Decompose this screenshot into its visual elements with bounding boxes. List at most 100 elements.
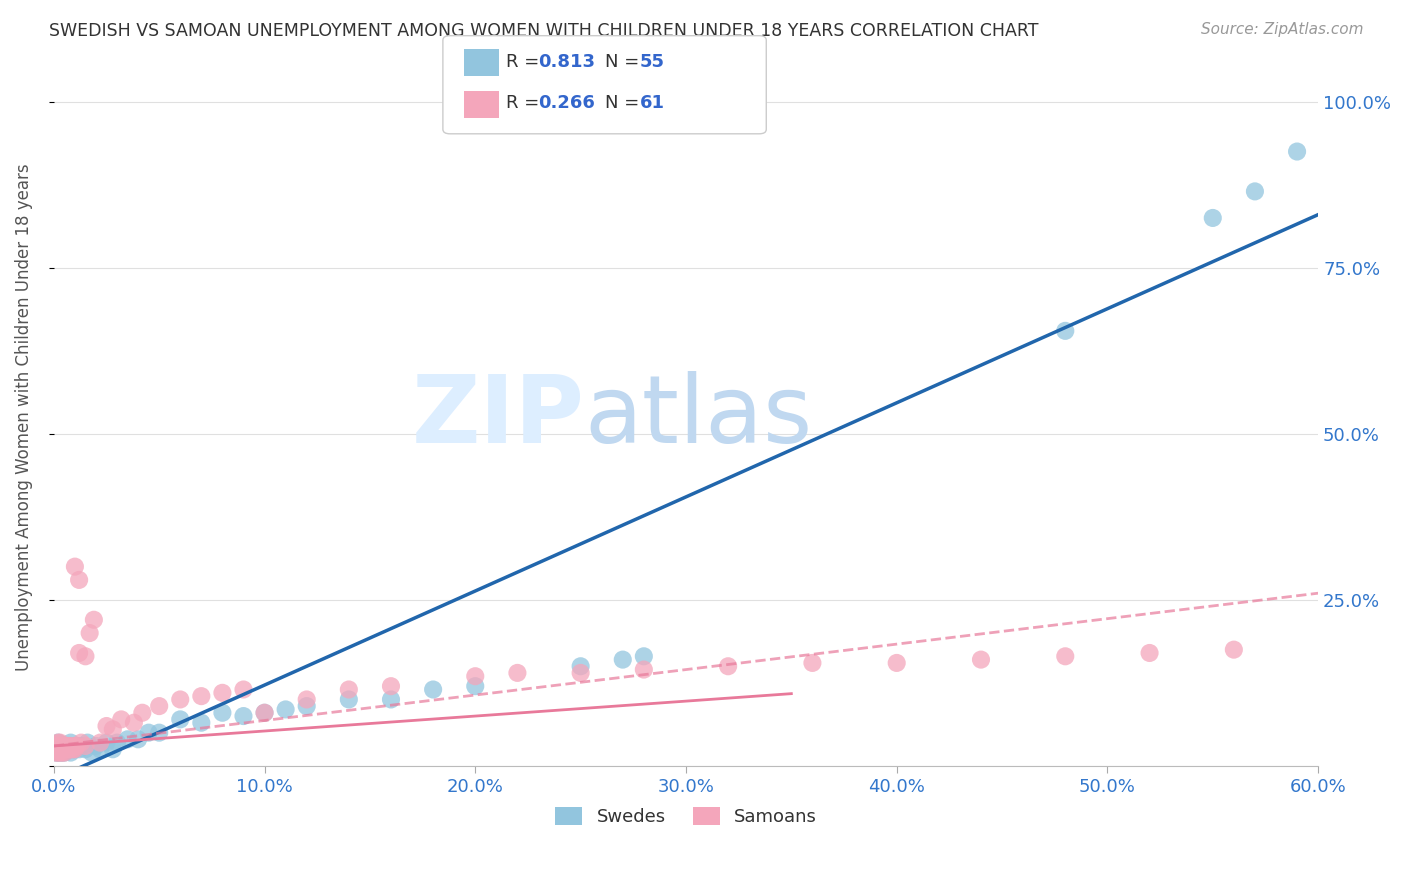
Point [83,613,105,627]
Text: Source: ZipAtlas.com: Source: ZipAtlas.com [1201,22,1364,37]
Point [569,659,592,673]
Point [51,739,73,753]
Point [295,699,318,714]
Point [63,739,86,753]
Point [75,739,97,753]
Point [66,739,89,753]
Y-axis label: Unemployment Among Women with Children Under 18 years: Unemployment Among Women with Children U… [15,163,32,671]
Text: N =: N = [605,95,644,112]
Point [49,739,72,753]
Point [53,746,76,760]
Point [612,652,634,666]
Point [127,732,149,747]
Point [274,702,297,716]
Point [75,649,97,664]
Point [337,682,360,697]
Point [122,715,145,730]
Point [506,665,529,680]
Point [59,742,82,756]
Point [46,746,69,760]
Point [1139,646,1161,660]
Point [46,746,69,760]
Point [53,742,76,756]
Point [70,736,93,750]
Text: R =: R = [506,53,546,70]
Point [105,736,128,750]
Point [190,715,212,730]
Point [1054,324,1077,338]
Point [1244,185,1267,199]
Point [53,739,76,753]
Point [67,573,90,587]
Point [117,732,139,747]
Point [464,669,486,683]
Point [63,559,86,574]
Point [253,706,276,720]
Point [101,742,124,756]
Point [51,746,73,760]
Point [49,739,72,753]
Point [59,746,82,760]
Point [89,742,111,756]
Point [58,742,80,756]
Point [55,739,77,753]
Point [569,665,592,680]
Point [53,742,76,756]
Point [58,739,80,753]
Point [51,739,73,753]
Text: atlas: atlas [585,371,813,463]
Point [49,742,72,756]
Point [49,742,72,756]
Point [45,739,67,753]
Point [96,736,118,750]
Point [49,746,72,760]
Point [63,742,86,756]
Point [422,682,444,697]
Point [49,736,72,750]
Point [232,682,254,697]
Legend: Swedes, Samoans: Swedes, Samoans [548,800,824,833]
Point [62,742,84,756]
Point [45,746,67,760]
Point [55,742,77,756]
Text: R =: R = [506,95,546,112]
Point [51,746,73,760]
Point [55,742,77,756]
Point [101,723,124,737]
Point [211,686,233,700]
Point [45,746,67,760]
Point [1202,211,1225,225]
Point [295,692,318,706]
Point [80,746,103,760]
Point [1223,642,1246,657]
Point [46,739,69,753]
Point [55,739,77,753]
Point [169,712,191,726]
Point [970,652,993,666]
Point [801,656,824,670]
Point [148,699,170,714]
Text: 0.266: 0.266 [538,95,595,112]
Point [58,739,80,753]
Text: ZIP: ZIP [412,371,585,463]
Point [46,736,69,750]
Point [380,679,402,693]
Point [66,739,89,753]
Point [169,692,191,706]
Point [110,712,132,726]
Point [51,742,73,756]
Text: 55: 55 [640,53,665,70]
Point [45,739,67,753]
Text: N =: N = [605,53,644,70]
Point [886,656,908,670]
Point [633,649,655,664]
Text: 61: 61 [640,95,665,112]
Point [53,739,76,753]
Point [49,746,72,760]
Point [633,663,655,677]
Point [53,746,76,760]
Point [76,736,98,750]
Point [45,742,67,756]
Point [58,742,80,756]
Point [1286,145,1309,159]
